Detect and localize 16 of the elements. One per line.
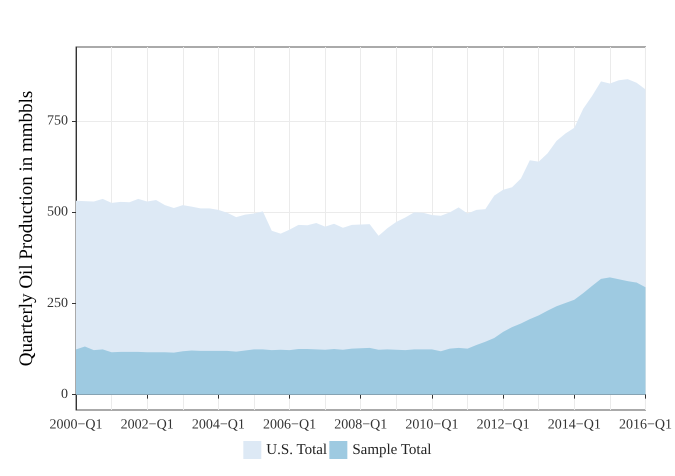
x-tick-label: 2012−Q1	[476, 418, 530, 432]
x-tick-label: 2008−Q1	[334, 418, 388, 432]
x-tick-label: 2014−Q1	[548, 418, 601, 432]
y-tick-label: 0	[61, 387, 68, 402]
y-tick-label: 500	[47, 204, 68, 220]
y-tick-label: 250	[47, 296, 68, 311]
legend-label: Sample Total	[352, 442, 432, 458]
y-axis-title: Quarterly Oil Production in mmbbls	[16, 90, 37, 366]
x-tick-label: 2004−Q1	[192, 418, 245, 432]
y-tick-label: 750	[47, 113, 68, 128]
legend-label: U.S. Total	[266, 442, 328, 458]
x-tick-label: 2002−Q1	[120, 418, 174, 432]
x-tick-label: 2006−Q1	[263, 418, 316, 432]
x-tick-label: 2000−Q1	[49, 418, 103, 432]
x-tick-label: 2016−Q1	[618, 418, 672, 432]
x-tick-label: 2010−Q1	[405, 418, 458, 432]
